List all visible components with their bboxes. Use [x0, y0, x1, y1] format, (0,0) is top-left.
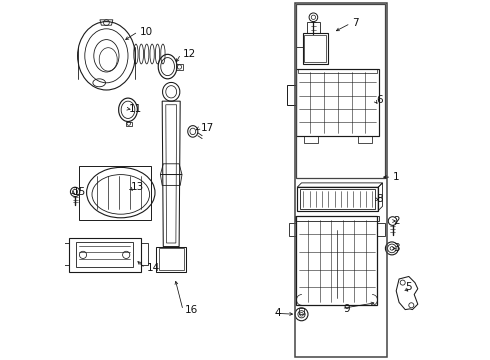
Text: 16: 16 — [185, 305, 198, 315]
Text: 2: 2 — [393, 216, 399, 226]
Text: 5: 5 — [405, 282, 412, 292]
Text: 14: 14 — [147, 263, 160, 273]
Bar — [296, 4, 385, 178]
Text: 9: 9 — [343, 303, 349, 314]
Text: 12: 12 — [182, 49, 196, 59]
Bar — [294, 3, 387, 357]
Text: 3: 3 — [393, 243, 399, 253]
Text: 4: 4 — [274, 308, 281, 318]
Text: 7: 7 — [352, 18, 359, 28]
Text: 13: 13 — [130, 182, 144, 192]
Text: 10: 10 — [140, 27, 153, 37]
Text: 15: 15 — [73, 186, 86, 197]
Text: 8: 8 — [376, 194, 383, 204]
Text: 1: 1 — [393, 172, 399, 182]
Text: 11: 11 — [128, 104, 142, 114]
Text: 6: 6 — [376, 95, 383, 105]
Text: 17: 17 — [200, 123, 214, 133]
